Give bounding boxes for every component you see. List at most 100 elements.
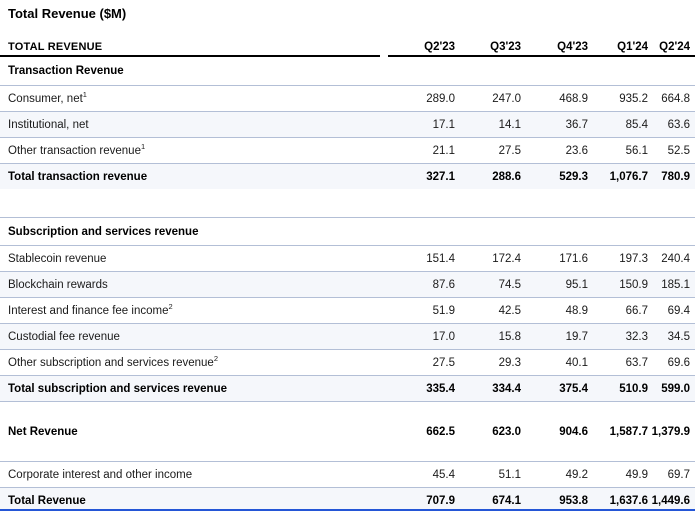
cell-value: 327.1 (426, 170, 455, 183)
cell-value: 510.9 (619, 382, 648, 395)
cell-value: 69.4 (667, 304, 690, 317)
table-bottom-rule (0, 509, 695, 511)
header-label: TOTAL REVENUE (8, 40, 103, 53)
cell-value: 32.3 (625, 330, 648, 343)
row-label: Other subscription and services revenue2 (0, 353, 383, 369)
row-label-text: Total transaction revenue (8, 170, 148, 183)
cell-value: 87.6 (432, 278, 455, 291)
cell-value: 172.4 (492, 252, 521, 265)
row-label: Interest and finance fee income2 (0, 301, 383, 316)
table-row: Transaction Revenue (0, 57, 695, 85)
row-label-text: Other transaction revenue (8, 144, 141, 157)
row-label: Transaction Revenue (0, 65, 383, 77)
cell-value: 1,076.7 (609, 170, 648, 183)
cell-value: 36.7 (565, 118, 588, 131)
row-label-text: Subscription and services revenue (8, 225, 199, 238)
cell-value: 185.1 (661, 278, 690, 291)
cell-value: 74.5 (498, 278, 521, 291)
cell-value: 66.7 (625, 304, 648, 317)
cell-value: 85.4 (625, 118, 648, 131)
table-header-row: TOTAL REVENUE Q2'23 Q3'23 Q4'23 Q1'24 Q2… (0, 36, 695, 57)
table-row: Other transaction revenue1 21.1 27.5 23.6 56… (0, 137, 695, 163)
footnote-marker: 1 (140, 141, 146, 151)
cell-value: 599.0 (661, 382, 690, 395)
cell-value: 240.4 (661, 252, 690, 265)
cell-value: 247.0 (492, 92, 521, 105)
cell-value: 664.8 (661, 92, 690, 105)
header-col-q2-24: Q2'24 (659, 40, 690, 53)
cell-value: 288.6 (492, 170, 521, 183)
cell-value: 27.5 (432, 356, 455, 369)
cell-value: 51.9 (432, 304, 455, 317)
row-label-text: Transaction Revenue (8, 65, 124, 77)
header-col-q3-23: Q3'23 (490, 40, 521, 53)
cell-value: 42.5 (498, 304, 521, 317)
header-rule-right (388, 55, 695, 57)
table-row: Subscription and services revenue (0, 217, 695, 245)
header-col-q1-24: Q1'24 (617, 40, 648, 53)
row-label: Institutional, net (0, 119, 383, 131)
table-row: Custodial fee revenue 17.0 15.8 19.7 32.3 34.… (0, 323, 695, 349)
cell-value: 23.6 (565, 144, 588, 157)
cell-value: 529.3 (559, 170, 588, 183)
cell-value: 150.9 (619, 278, 648, 291)
row-label-text: Total Revenue (8, 494, 86, 507)
cell-value: 623.0 (492, 425, 521, 438)
cell-value: 40.1 (565, 356, 588, 369)
cell-value: 21.1 (432, 144, 455, 157)
table-row: Other subscription and services revenue2… (0, 349, 695, 375)
cell-value: 334.4 (492, 382, 521, 395)
cell-value: 49.9 (625, 468, 648, 481)
row-label: Stablecoin revenue (0, 253, 383, 265)
cell-value: 707.9 (426, 494, 455, 507)
cell-value: 1,449.6 (651, 494, 690, 507)
cell-value: 780.9 (661, 170, 690, 183)
row-label-text: Consumer, net (8, 92, 83, 105)
cell-value: 48.9 (565, 304, 588, 317)
cell-value: 27.5 (498, 144, 521, 157)
cell-value: 56.1 (625, 144, 648, 157)
row-label-text: Other subscription and services revenue (8, 356, 214, 369)
table-row: Net Revenue 662.5 623.0 904.6 1,587.7 1,379.9 (0, 401, 695, 461)
cell-value: 69.7 (667, 468, 690, 481)
cell-value: 904.6 (559, 425, 588, 438)
cell-value: 674.1 (492, 494, 521, 507)
row-label: Net Revenue (0, 426, 383, 438)
row-label-text: Custodial fee revenue (8, 330, 120, 343)
cell-value: 95.1 (565, 278, 588, 291)
footnote-marker: 2 (213, 353, 218, 363)
row-label-text: Corporate interest and other income (8, 468, 193, 481)
row-label: Blockchain rewards (0, 279, 383, 291)
cell-value: 63.7 (625, 356, 648, 369)
row-label-text: Stablecoin revenue (8, 252, 107, 265)
row-label: Corporate interest and other income (0, 469, 383, 481)
cell-value: 289.0 (426, 92, 455, 105)
cell-value: 19.7 (565, 330, 588, 343)
cell-value: 935.2 (619, 92, 648, 105)
page-title: Total Revenue ($M) (8, 6, 127, 21)
cell-value: 17.0 (432, 330, 455, 343)
cell-value: 69.6 (667, 356, 690, 369)
table-row: Total transaction revenue 327.1 288.6 529.3… (0, 163, 695, 189)
cell-value: 375.4 (559, 382, 588, 395)
table-row: Interest and finance fee income2 51.9 42.5… (0, 297, 695, 323)
cell-value: 45.4 (432, 468, 455, 481)
cell-value: 34.5 (667, 330, 690, 343)
cell-value: 14.1 (498, 118, 521, 131)
cell-value: 151.4 (426, 252, 455, 265)
footnote-marker: 2 (168, 301, 173, 311)
row-label: Other transaction revenue1 (0, 141, 383, 157)
cell-value: 1,587.7 (609, 425, 648, 438)
row-label: Custodial fee revenue (0, 331, 383, 343)
row-label: Total Revenue (0, 495, 383, 507)
header-rule-left (0, 55, 380, 57)
row-label-text: Blockchain rewards (8, 278, 108, 291)
row-label-text: Net Revenue (8, 425, 78, 438)
cell-value: 52.5 (667, 144, 690, 157)
revenue-table: TOTAL REVENUE Q2'23 Q3'23 Q4'23 Q1'24 Q2… (0, 36, 695, 511)
row-label: Total transaction revenue (0, 171, 383, 183)
cell-value: 197.3 (619, 252, 648, 265)
row-label-text: Total subscription and services revenue (8, 382, 227, 395)
cell-value: 15.8 (498, 330, 521, 343)
cell-value: 335.4 (426, 382, 455, 395)
